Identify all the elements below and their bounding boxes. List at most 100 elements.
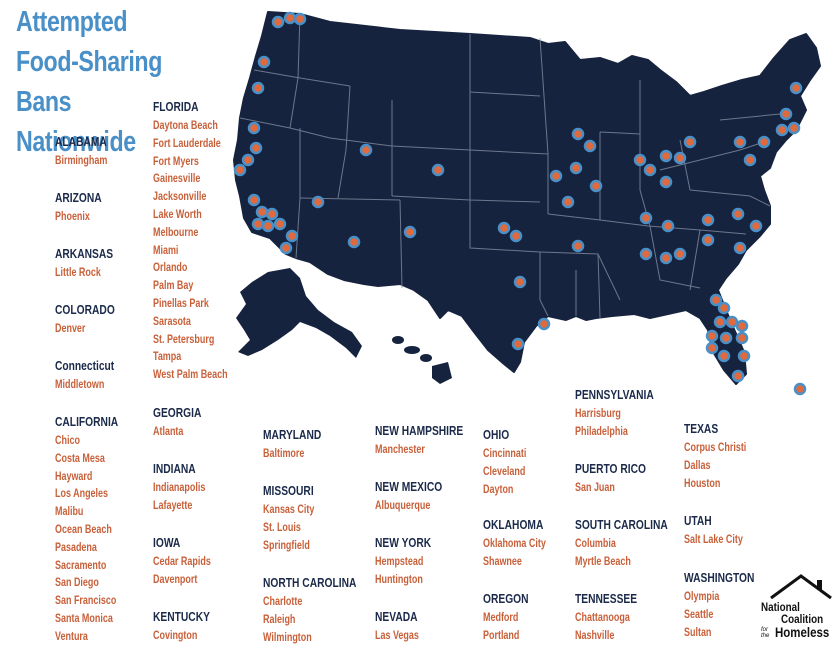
city-marker: [549, 169, 563, 183]
city-name: Sarasota: [153, 315, 191, 328]
city-name: Ventura: [55, 630, 88, 643]
city-marker: [583, 139, 597, 153]
city-name: Albuquerque: [375, 500, 431, 512]
city-name: Santa Monica: [55, 612, 113, 625]
city-marker: [717, 349, 731, 363]
state-block-puerto-rico: PUERTO RICO San Juan: [575, 462, 662, 498]
city-marker: [659, 175, 673, 189]
city-marker: [743, 153, 757, 167]
city-marker: [757, 135, 771, 149]
city-marker: [283, 11, 297, 25]
state-name: OKLAHOMA: [483, 518, 544, 532]
state-name: COLORADO: [55, 303, 115, 317]
city-marker: [247, 193, 261, 207]
city-marker: [273, 217, 287, 231]
city-name: Palm Bay: [153, 280, 194, 293]
city-marker: [571, 127, 585, 141]
state-block-new-mexico: NEW MEXICO Albuquerque: [375, 480, 457, 516]
state-name: TEXAS: [684, 422, 719, 436]
city-name: Melbourne: [153, 226, 199, 239]
logo-line-national: National: [761, 600, 800, 614]
city-name: Manchester: [375, 444, 425, 456]
state-block-north-carolina: NORTH CAROLINA Charlotte Raleigh Wilming…: [263, 576, 377, 647]
city-name: Dallas: [684, 459, 711, 472]
city-name: Hayward: [55, 470, 93, 483]
city-marker: [705, 329, 719, 343]
state-borders: [239, 13, 781, 319]
state-block-arkansas: ARKANSAS Little Rock: [55, 247, 126, 283]
city-name: Cedar Rapids: [153, 556, 211, 568]
nch-logo: National Coalition for the Homeless: [757, 572, 837, 646]
city-marker: [633, 153, 647, 167]
city-marker: [311, 195, 325, 209]
city-name: Atlanta: [153, 426, 184, 438]
city-name: Wilmington: [263, 631, 312, 644]
state-name: GEORGIA: [153, 406, 202, 420]
state-name: IOWA: [153, 536, 181, 550]
state-block-alabama: ALABAMA Birmingham: [55, 135, 122, 171]
city-marker: [737, 349, 751, 363]
state-name: NORTH CAROLINA: [263, 576, 357, 590]
city-name: Lafayette: [153, 499, 193, 512]
city-marker: [749, 219, 763, 233]
state-block-south-carolina: SOUTH CAROLINA Columbia Myrtle Beach: [575, 518, 688, 572]
city-marker: [285, 229, 299, 243]
state-block-indiana: INDIANA Indianapolis Lafayette: [153, 462, 220, 516]
city-name: West Palm Beach: [153, 369, 228, 382]
city-name: Davenport: [153, 573, 198, 586]
logo-line-for-the: for the: [761, 627, 770, 639]
city-marker: [779, 107, 793, 121]
state-name: FLORIDA: [153, 100, 199, 114]
city-name: Shawnee: [483, 555, 522, 568]
city-name: Salt Lake City: [684, 534, 743, 546]
state-block-texas: TEXAS Corpus Christi Dallas Houston: [684, 422, 764, 493]
state-block-utah: UTAH Salt Lake City: [684, 514, 759, 550]
city-name: Tampa: [153, 351, 182, 364]
state-block-ohio: OHIO Cincinnati Cleveland Dayton: [483, 428, 539, 499]
city-name: Birmingham: [55, 155, 108, 167]
city-marker: [247, 121, 261, 135]
state-name: INDIANA: [153, 462, 196, 476]
city-marker: [733, 135, 747, 149]
hawaii-shape: [392, 336, 452, 384]
city-name: San Francisco: [55, 595, 117, 608]
state-block-new-york: NEW YORK Hempstead Huntington: [375, 536, 444, 590]
city-marker: [279, 241, 293, 255]
city-name: Nashville: [575, 629, 615, 642]
city-marker: [511, 337, 525, 351]
state-name: UTAH: [684, 514, 712, 528]
state-block-oregon: OREGON Medford Portland: [483, 592, 539, 646]
state-block-california: CALIFORNIA Chico Costa Mesa Hayward Los …: [55, 415, 134, 647]
city-marker: [735, 319, 749, 333]
city-name: Gainesville: [153, 173, 201, 186]
city-name: Houston: [684, 477, 721, 490]
logo-line-homeless: Homeless: [775, 624, 830, 640]
city-name: Miami: [153, 244, 179, 257]
city-marker: [261, 219, 275, 233]
city-name: Ocean Beach: [55, 523, 112, 536]
state-name: KENTUCKY: [153, 610, 210, 624]
state-block-georgia: GEORGIA Atlanta: [153, 406, 212, 442]
city-marker: [659, 251, 673, 265]
house-roof-icon: [770, 574, 832, 600]
city-marker: [359, 143, 373, 157]
city-marker: [775, 123, 789, 137]
city-marker: [249, 141, 263, 155]
city-marker: [513, 275, 527, 289]
city-marker: [251, 217, 265, 231]
state-name: NEW MEXICO: [375, 480, 443, 494]
city-name: Seattle: [684, 608, 714, 621]
state-name: NEW HAMPSHIRE: [375, 424, 464, 438]
city-marker: [255, 205, 269, 219]
city-name: Philadelphia: [575, 425, 628, 438]
city-name: Cincinnati: [483, 448, 527, 460]
city-name: Fort Myers: [153, 155, 199, 168]
city-marker: [561, 195, 575, 209]
state-name: MARYLAND: [263, 428, 322, 442]
city-name: Fort Lauderdale: [153, 137, 221, 150]
city-name: Daytona Beach: [153, 120, 218, 132]
city-marker: [643, 163, 657, 177]
state-block-oklahoma: OKLAHOMA Oklahoma City Shawnee: [483, 518, 564, 572]
state-block-missouri: MISSOURI Kansas City St. Louis Springfie…: [263, 484, 329, 555]
